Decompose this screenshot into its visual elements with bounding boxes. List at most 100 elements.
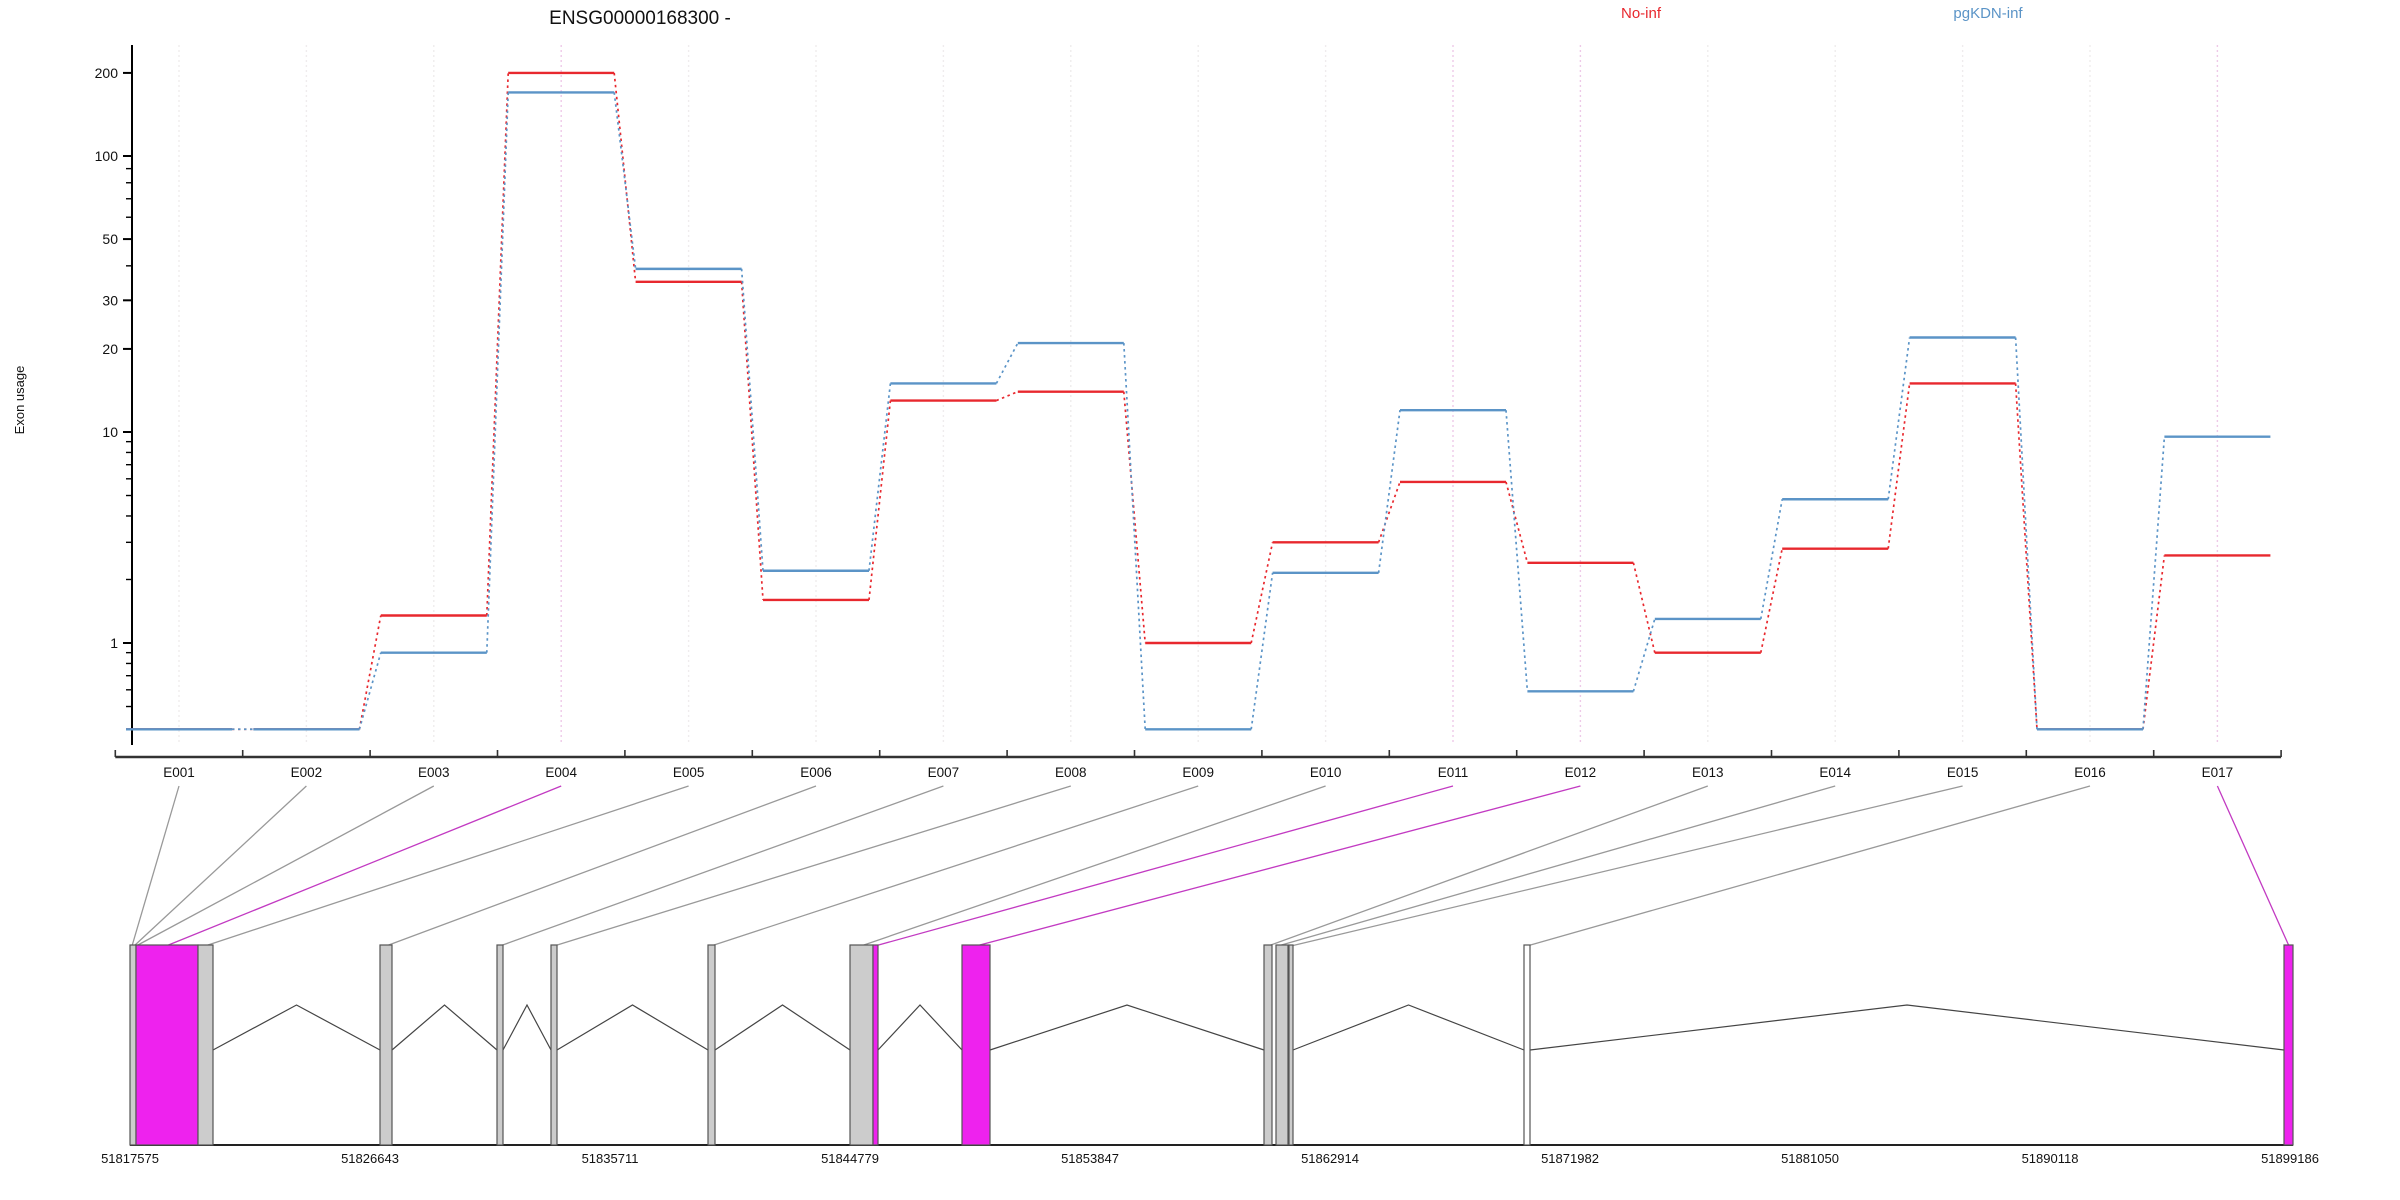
- coord-label-1: 51826643: [341, 1151, 399, 1166]
- gene-exon-box-3: [379, 944, 393, 1146]
- legend-label-1: pgKDN-inf: [1953, 5, 2023, 22]
- x-label-E014: E014: [1819, 765, 1851, 780]
- connector-E004: [165, 785, 562, 947]
- gene-exon-box-11: [1275, 944, 1289, 1146]
- series-1-connector-10: [1505, 410, 1529, 692]
- y-tick-label: 200: [95, 65, 119, 81]
- connector-E016: [1526, 785, 2091, 947]
- series-1-connector-5: [868, 383, 892, 571]
- series-1-connector-2: [485, 92, 510, 653]
- series-0-connector-7: [1122, 391, 1147, 644]
- series-0-connector-5: [868, 400, 892, 601]
- x-label-E012: E012: [1565, 765, 1597, 780]
- gene-exon-box-7: [849, 944, 874, 1146]
- x-label-E006: E006: [800, 765, 832, 780]
- coord-label-6: 51871982: [1541, 1151, 1599, 1166]
- series-0-connector-1: [358, 615, 382, 730]
- intron-line-12: [1292, 1004, 1525, 1051]
- intron-line-8: [877, 1004, 963, 1051]
- gene-exon-box-10: [1263, 944, 1273, 1146]
- series-0-connector-8: [1250, 542, 1274, 644]
- series-1-connector-1: [358, 652, 382, 730]
- series-0-connector-13: [1887, 383, 1911, 549]
- intron-line-6: [714, 1004, 851, 1051]
- series-0-connector-14: [2014, 383, 2038, 730]
- y-tick-label: 50: [102, 231, 118, 247]
- x-label-E010: E010: [1310, 765, 1342, 780]
- intron-line-2: [212, 1004, 381, 1051]
- series-1-connector-6: [995, 342, 1019, 384]
- x-label-E001: E001: [163, 765, 195, 780]
- gene-exon-box-5: [550, 944, 558, 1146]
- y-tick-label: 100: [95, 148, 119, 164]
- coord-label-8: 51890118: [2022, 1151, 2079, 1166]
- series-0-connector-4: [740, 281, 764, 600]
- x-label-E005: E005: [673, 765, 705, 780]
- gene-exon-box-4: [496, 944, 504, 1146]
- legend-label-0: No-inf: [1621, 5, 1662, 22]
- coord-label-4: 51853847: [1061, 1151, 1119, 1166]
- connector-E005: [204, 785, 689, 947]
- y-tick-label: 20: [102, 341, 118, 357]
- intron-line-5: [556, 1004, 709, 1051]
- x-label-E009: E009: [1182, 765, 1214, 780]
- x-label-E002: E002: [291, 765, 323, 780]
- connector-E007: [499, 785, 944, 947]
- gene-exon-box-1: [135, 944, 199, 1146]
- intron-line-9: [989, 1004, 1265, 1051]
- connector-E015: [1290, 785, 1963, 947]
- connector-E011: [874, 785, 1454, 947]
- series-0-connector-2: [485, 72, 510, 616]
- intron-line-13: [1529, 1004, 2285, 1051]
- series-1-connector-9: [1377, 410, 1401, 573]
- gene-exon-box-9: [961, 944, 991, 1146]
- coord-label-0: 51817575: [101, 1151, 159, 1166]
- series-1-connector-14: [2014, 337, 2038, 730]
- y-tick-label: 1: [110, 635, 118, 651]
- coord-label-9: 51899186: [2261, 1151, 2319, 1166]
- coord-label-2: 51835711: [582, 1151, 639, 1166]
- coord-label-7: 51881050: [1781, 1151, 1839, 1166]
- x-label-E004: E004: [545, 765, 577, 780]
- coord-label-5: 51862914: [1301, 1151, 1359, 1166]
- series-1-connector-4: [740, 268, 764, 571]
- series-0-connector-9: [1377, 481, 1401, 543]
- series-0-connector-11: [1632, 562, 1656, 653]
- gene-exon-box-8: [872, 944, 879, 1146]
- coord-label-3: 51844779: [821, 1151, 879, 1166]
- connector-E013: [1267, 785, 1709, 947]
- connector-E010: [860, 785, 1326, 947]
- connector-E006: [385, 785, 817, 947]
- x-label-E013: E013: [1692, 765, 1724, 780]
- series-0-connector-6: [996, 390, 1019, 402]
- series-0-connector-3: [613, 72, 637, 282]
- gene-exon-box-12: [1288, 944, 1294, 1146]
- series-1-connector-15: [2142, 436, 2166, 730]
- gene-exon-box-6: [707, 944, 716, 1146]
- connector-E014: [1277, 785, 1836, 947]
- gene-exon-box-2: [197, 944, 214, 1146]
- connector-E012: [975, 785, 1581, 947]
- series-1-connector-8: [1250, 572, 1274, 730]
- y-tick-label: 10: [102, 424, 118, 440]
- x-label-E003: E003: [418, 765, 450, 780]
- connector-E002: [133, 785, 307, 947]
- x-label-E017: E017: [2202, 765, 2234, 780]
- gene-exon-box-13: [1523, 944, 1531, 1146]
- x-label-E011: E011: [1438, 765, 1469, 780]
- series-1-connector-13: [1887, 337, 1911, 500]
- connector-E017: [2216, 785, 2290, 947]
- x-label-E007: E007: [928, 765, 960, 780]
- connector-E001: [131, 785, 180, 947]
- intron-line-3: [391, 1004, 498, 1051]
- gene-exon-box-14: [2283, 944, 2294, 1146]
- series-1-connector-11: [1632, 618, 1656, 692]
- gene-exon-box-0: [129, 944, 137, 1146]
- series-0-connector-15: [2142, 555, 2166, 730]
- series-1-connector-12: [1759, 499, 1784, 620]
- x-label-E008: E008: [1055, 765, 1087, 780]
- intron-line-4: [502, 1003, 552, 1051]
- series-1-connector-7: [1122, 343, 1147, 730]
